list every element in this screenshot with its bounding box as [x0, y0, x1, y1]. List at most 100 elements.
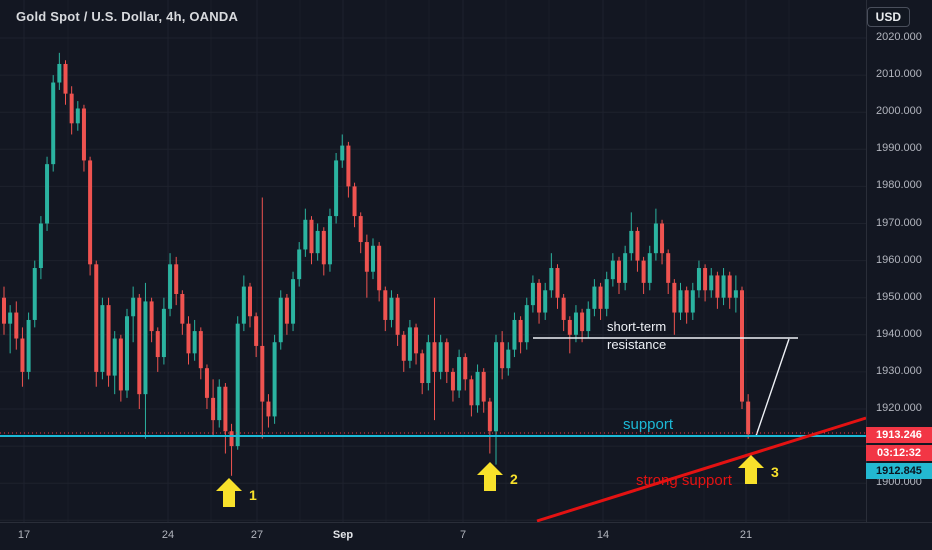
- candle-up: [733, 290, 738, 298]
- price-axis[interactable]: 1900.000 1920.000 1930.000 1940.000 1950.000…: [866, 0, 932, 522]
- candle-down: [346, 145, 351, 187]
- time-axis-label-Sep: Sep: [332, 529, 354, 541]
- candle-up: [721, 275, 726, 298]
- price-axis-label: 1930.000: [876, 364, 922, 377]
- candle-up: [530, 282, 535, 306]
- candle-up: [407, 327, 412, 361]
- candle-up: [389, 297, 394, 320]
- candle-down: [703, 268, 708, 291]
- signal-arrow-up-3[interactable]: [738, 455, 764, 484]
- candle-up: [125, 316, 129, 391]
- candle-up: [32, 268, 37, 320]
- candle-up: [629, 230, 634, 254]
- candle-up: [168, 264, 173, 309]
- candle-up: [506, 349, 511, 369]
- candle-up: [653, 223, 658, 254]
- candle-up: [371, 245, 375, 272]
- candle-down: [672, 282, 677, 313]
- currency-badge[interactable]: USD: [866, 7, 910, 27]
- candle-down: [2, 297, 6, 324]
- signal-arrow-up-2[interactable]: [477, 462, 503, 491]
- strong-support-label[interactable]: strong support: [636, 472, 733, 489]
- candle-up: [143, 301, 148, 395]
- price-axis-label: 1950.000: [876, 290, 922, 303]
- candle-down: [358, 216, 363, 243]
- resistance-label-line1[interactable]: short-term: [607, 319, 666, 334]
- candle-down: [88, 160, 93, 265]
- candle-down: [229, 431, 234, 447]
- strong-support-trendline[interactable]: [536, 416, 867, 523]
- candle-down: [463, 357, 468, 380]
- candle-down: [666, 253, 671, 283]
- candle-up: [26, 319, 31, 372]
- candle-up: [112, 338, 117, 376]
- time-axis-label-27: 27: [250, 529, 264, 541]
- time-axis-label-7: 7: [459, 529, 467, 541]
- candle-down: [155, 331, 160, 358]
- candle-down: [223, 386, 228, 432]
- candle-down: [20, 338, 25, 372]
- support-label[interactable]: support: [623, 416, 674, 433]
- projection-line[interactable]: [755, 338, 790, 437]
- candle-down: [204, 368, 209, 398]
- candle-down: [481, 371, 486, 402]
- symbol-title[interactable]: Gold Spot / U.S. Dollar, 4h, OANDA: [16, 9, 239, 24]
- candle-down: [106, 305, 111, 376]
- candle-down: [309, 219, 314, 254]
- candle-up: [586, 308, 591, 332]
- candle-down: [395, 297, 400, 335]
- resistance-label-line2[interactable]: resistance: [607, 337, 666, 352]
- candle-down: [598, 286, 603, 309]
- candle-up: [592, 286, 597, 309]
- candle-up: [315, 230, 320, 254]
- candle-down: [727, 275, 732, 298]
- candle-down: [561, 297, 566, 320]
- candle-down: [284, 297, 289, 324]
- candle-up: [51, 82, 56, 165]
- time-axis-label-14: 14: [596, 529, 610, 541]
- candle-up: [475, 371, 480, 406]
- candle-down: [660, 223, 665, 254]
- candle-down: [180, 293, 185, 324]
- time-axis[interactable]: 17 24 27 Sep 7 14 21: [0, 522, 932, 550]
- candle-down: [211, 397, 216, 421]
- candle-down: [94, 264, 99, 372]
- candle-up: [340, 145, 345, 161]
- candle-up: [573, 312, 578, 335]
- candle-down: [260, 345, 265, 402]
- candle-up: [543, 290, 548, 313]
- candle-down: [174, 264, 179, 294]
- signal-arrow-number-2: 2: [510, 471, 518, 487]
- candle-down: [63, 63, 68, 94]
- candle-down: [364, 242, 369, 272]
- candle-up: [426, 342, 431, 384]
- candle-down: [149, 301, 154, 332]
- candle-down: [186, 323, 191, 354]
- candle-up: [334, 160, 339, 217]
- candle-up: [610, 260, 615, 280]
- candle-down: [321, 230, 326, 265]
- candle-down: [635, 230, 640, 261]
- candle-down: [746, 401, 751, 435]
- time-axis-label-21: 21: [739, 529, 753, 541]
- candle-up: [327, 216, 332, 265]
- candle-up: [8, 312, 13, 324]
- candle-up: [75, 108, 80, 124]
- candle-down: [500, 342, 505, 369]
- candle-down: [537, 282, 542, 313]
- candle-down: [469, 379, 474, 406]
- candle-down: [487, 401, 492, 432]
- candle-down: [248, 286, 252, 317]
- candle-up: [512, 319, 517, 350]
- time-axis-label-17: 17: [17, 529, 31, 541]
- candle-up: [549, 268, 554, 291]
- signal-arrow-up-1[interactable]: [216, 478, 242, 507]
- candle-down: [352, 186, 357, 217]
- candle-down: [254, 316, 259, 346]
- candle-down: [641, 260, 646, 283]
- candle-down: [580, 312, 585, 332]
- price-axis-label: 1990.000: [876, 142, 922, 155]
- candle-up: [524, 305, 529, 343]
